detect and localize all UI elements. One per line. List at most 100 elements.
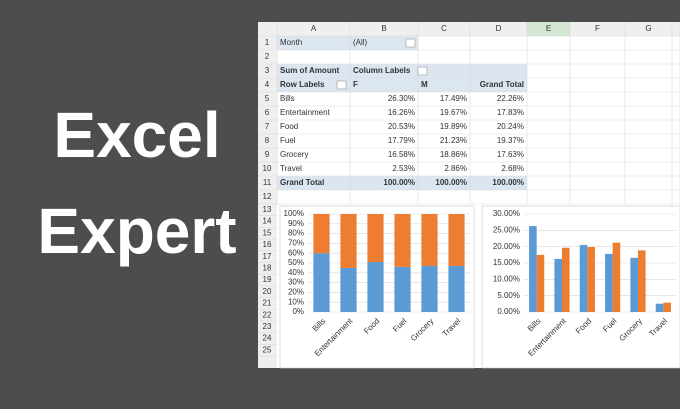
row-number: 4 <box>265 80 270 89</box>
cell-text: 19.89% <box>440 122 467 131</box>
cell-text: Grand Total <box>280 178 324 187</box>
bar-segment <box>448 265 465 312</box>
bar-segment <box>340 214 357 268</box>
y-tick-label: 20% <box>288 288 304 297</box>
cell-text: 2.68% <box>501 164 524 173</box>
bar <box>612 242 621 312</box>
cell-text: Bills <box>280 94 295 103</box>
column-header: E <box>546 24 551 33</box>
cell-text: 16.26% <box>388 108 415 117</box>
row-number: 25 <box>263 345 272 354</box>
headline: Excel <box>53 99 220 171</box>
row-header-bar <box>258 22 277 368</box>
cell-text: 17.79% <box>388 136 415 145</box>
row-number: 10 <box>263 164 272 173</box>
y-tick-label: 10.00% <box>493 274 520 283</box>
row-number: 23 <box>263 322 272 331</box>
bar <box>554 258 562 312</box>
dropdown[interactable] <box>417 66 428 76</box>
column-header: B <box>381 24 386 33</box>
column-header: F <box>595 24 600 33</box>
y-tick-label: 90% <box>288 219 304 228</box>
cell-text: Food <box>280 122 298 131</box>
column-header: D <box>496 24 502 33</box>
row-number: 2 <box>265 52 270 61</box>
row-number: 16 <box>263 240 272 249</box>
cell-text: 22.26% <box>497 94 524 103</box>
cell-text: 100.00% <box>383 178 415 187</box>
row-number: 15 <box>263 228 272 237</box>
cell-text: F <box>353 80 358 89</box>
bar <box>638 250 646 312</box>
row-number: 5 <box>265 94 270 103</box>
y-tick-label: 5.00% <box>497 291 520 300</box>
bar-segment <box>394 266 411 312</box>
cell-text: 26.30% <box>388 94 415 103</box>
y-tick-label: 50% <box>288 258 304 267</box>
bar-segment <box>340 267 357 312</box>
cell-text: 2.86% <box>444 164 467 173</box>
y-tick-label: 40% <box>288 268 304 277</box>
cell-text: M <box>421 80 428 89</box>
y-tick-label: 70% <box>288 239 304 248</box>
dropdown[interactable] <box>336 80 347 90</box>
y-tick-label: 0% <box>292 307 304 316</box>
row-number: 7 <box>265 122 270 131</box>
row-number: 8 <box>265 136 270 145</box>
cell-text: Row Labels <box>280 80 325 89</box>
column-header: G <box>645 24 651 33</box>
cell-text: 17.83% <box>497 108 524 117</box>
y-tick-label: 30.00% <box>493 209 520 218</box>
cell-text: Fuel <box>280 136 296 145</box>
y-tick-label: 25.00% <box>493 225 520 234</box>
bar <box>605 253 613 312</box>
cell-text: Entertainment <box>280 108 331 117</box>
column-header: A <box>311 24 317 33</box>
y-tick-label: 100% <box>284 209 304 218</box>
bar <box>536 254 545 312</box>
cell-text: 20.53% <box>388 122 415 131</box>
row-number: 21 <box>263 299 272 308</box>
row-number: 12 <box>263 192 272 201</box>
cell-text: 17.63% <box>497 150 524 159</box>
row-number: 18 <box>263 263 272 272</box>
selected-column <box>527 22 570 36</box>
cell-text: 19.37% <box>497 136 524 145</box>
row-number: 3 <box>265 66 270 75</box>
bar <box>579 244 588 312</box>
bar-segment <box>313 253 330 312</box>
bar <box>630 257 638 312</box>
cell-text: 100.00% <box>435 178 467 187</box>
bar <box>587 247 595 312</box>
bar <box>663 302 671 312</box>
cell-text: 100.00% <box>492 178 524 187</box>
cell-text: 18.86% <box>440 150 467 159</box>
row-number: 14 <box>263 217 272 226</box>
bar-segment <box>421 214 438 266</box>
cell-text: Column Labels <box>353 66 411 75</box>
row-number: 17 <box>263 252 272 261</box>
bar-segment <box>394 214 411 267</box>
y-tick-label: 15.00% <box>493 258 520 267</box>
cell-text: Grocery <box>280 150 308 159</box>
y-tick-label: 20.00% <box>493 242 520 251</box>
row-number: 13 <box>263 205 272 214</box>
bar-segment <box>421 265 438 312</box>
row-number: 24 <box>263 334 272 343</box>
bar-segment <box>367 262 384 312</box>
headline: Expert <box>37 195 236 267</box>
row-number: 9 <box>265 150 270 159</box>
row-number: 20 <box>263 287 272 296</box>
cell-fill <box>277 36 418 50</box>
y-tick-label: 80% <box>288 229 304 238</box>
y-tick-label: 60% <box>288 248 304 257</box>
row-number: 11 <box>263 178 272 187</box>
bar <box>562 247 570 312</box>
cell-text: Sum of Amount <box>280 66 340 75</box>
y-tick-label: 10% <box>288 297 304 306</box>
cell-text: Month <box>280 38 302 47</box>
dropdown[interactable] <box>405 38 416 48</box>
row-number: 6 <box>265 108 270 117</box>
row-number: 22 <box>263 310 272 319</box>
bar-segment <box>367 214 384 263</box>
